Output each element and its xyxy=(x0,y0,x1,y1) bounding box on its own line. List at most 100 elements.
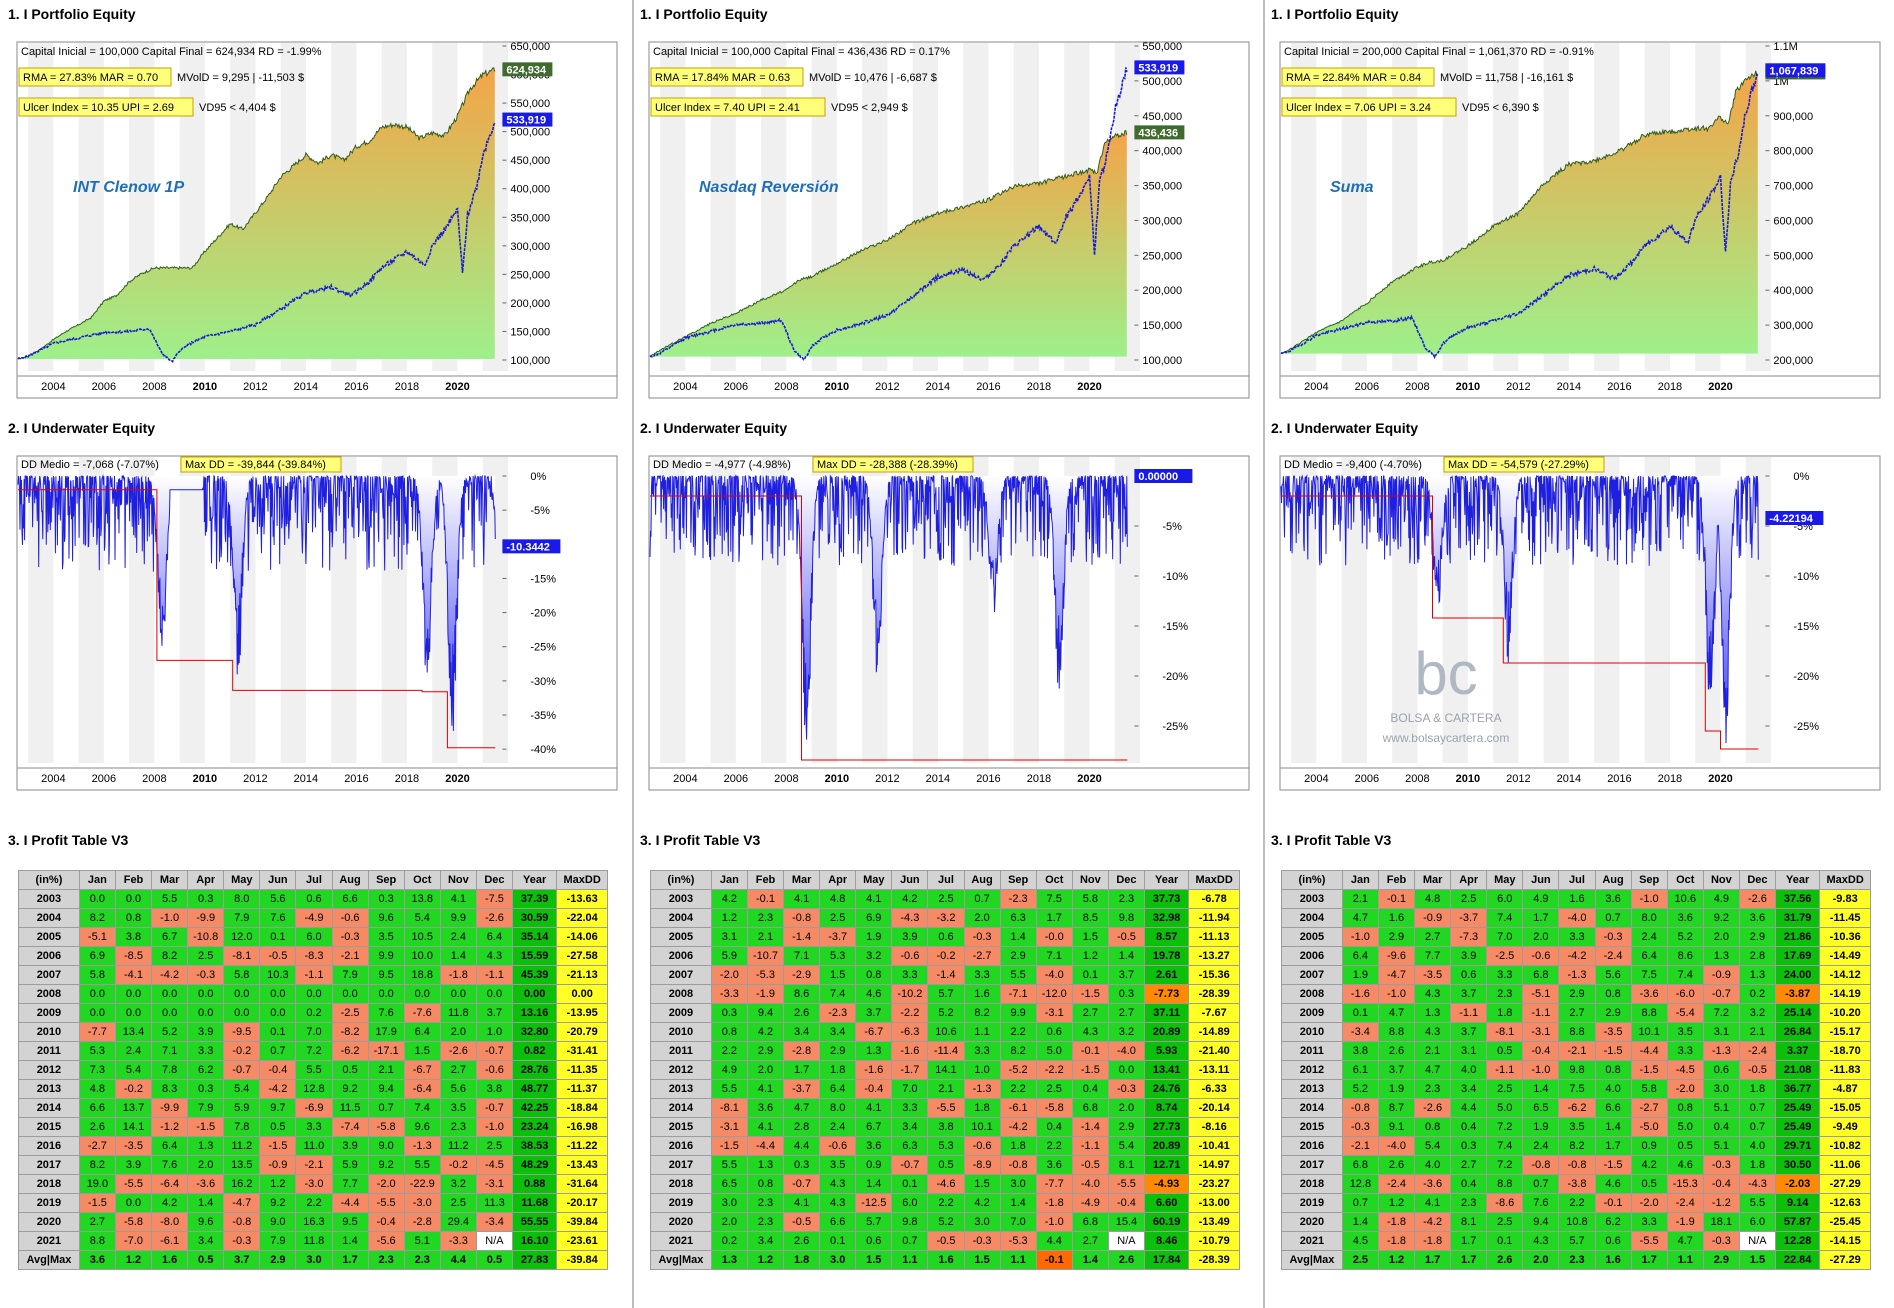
rma-box xyxy=(18,67,172,87)
month-cell: -1.5 xyxy=(1630,1060,1668,1080)
month-cell: 1.8 xyxy=(1738,1079,1776,1099)
strategy-value-tag: 624,934 xyxy=(506,64,547,76)
month-cell: 2.5 xyxy=(1486,1212,1524,1232)
month-cell: -5.5 xyxy=(1107,1174,1145,1194)
month-cell: -12.5 xyxy=(855,1193,893,1213)
month-cell: -1.5 xyxy=(78,1193,116,1213)
month-cell: -4.5 xyxy=(1666,1060,1704,1080)
month-cell: 3.6 xyxy=(1666,908,1704,928)
table-row: 2006 6.9 -8.5 8.2 2.5 -8.1 -0.5 -8.3 -2.1 9.9 10.0… xyxy=(18,946,608,966)
year-return-cell: 2.61 xyxy=(1143,965,1190,985)
year-cell: 2020 xyxy=(650,1212,712,1232)
month-cell: 2.1 xyxy=(927,1079,965,1099)
table-row: 2019 3.0 2.3 4.1 4.3 -12.5 6.0 2.2 4.2 1.4 -1.8 -4.… xyxy=(650,1193,1240,1213)
month-cell: -4.9 xyxy=(1071,1193,1109,1213)
year-cell: 2006 xyxy=(1281,946,1343,966)
month-cell: 6.6 xyxy=(819,1212,857,1232)
month-cell: -5.5 xyxy=(114,1174,153,1194)
table-row: 2012 4.9 2.0 1.7 1.8 -1.6 -1.7 14.1 1.0 -5.2 -2.2-… xyxy=(650,1060,1240,1080)
month-cell: 2.9 xyxy=(746,1041,785,1061)
year-cell: 2019 xyxy=(650,1193,712,1213)
month-cell: 5.1 xyxy=(403,1231,441,1251)
y-tick-label: 0% xyxy=(530,471,546,483)
month-cell: 3.9 xyxy=(1450,946,1488,966)
strategy-value-tag-bg xyxy=(1134,125,1185,140)
month-cell: -0.9 xyxy=(1414,908,1452,928)
max-dd-box xyxy=(1443,456,1605,473)
month-cell: 3.3 xyxy=(1558,927,1596,947)
mvold-text: MVolD = 9,295 | -11,503 $ xyxy=(177,72,304,84)
month-cell: -6.9 xyxy=(295,1098,333,1118)
month-cell: 8.1 xyxy=(1107,1155,1145,1175)
maxdd-cell: -23.61 xyxy=(556,1231,608,1251)
avg-cell: 1.2 xyxy=(1377,1250,1416,1270)
month-cell: 2.2 xyxy=(999,1079,1037,1099)
table-row: 2012 7.3 5.4 7.8 6.2 -0.7 -0.4 5.5 0.5 2.1 -6.7 2.7… xyxy=(18,1060,608,1080)
month-cell: 0.6 xyxy=(1702,1060,1740,1080)
month-cell: 9.4 xyxy=(367,1079,405,1099)
maxdd-cell: -22.04 xyxy=(556,908,608,928)
month-cell: -0.3 xyxy=(187,965,225,985)
benchmark-value-tag-bg xyxy=(1765,63,1826,78)
year-cell: 2011 xyxy=(18,1041,80,1061)
month-cell: -0.5 xyxy=(783,1212,821,1232)
avg-cell: 1.7 xyxy=(1630,1250,1668,1270)
month-cell: 0.7 xyxy=(259,1041,297,1061)
month-cell: 10.0 xyxy=(403,946,441,966)
month-cell: -0.7 xyxy=(1702,984,1740,1004)
month-cell: 6.2 xyxy=(1594,1212,1632,1232)
table-row: 2018 12.8 -2.4 -3.6 0.4 8.8 0.7 -3.8 4.6 0.5 -15.3… xyxy=(1281,1174,1871,1194)
month-cell: 4.4 xyxy=(1035,1231,1073,1251)
table-header-row: (in%) Jan Feb Mar Apr May Jun Jul Aug Sep Oct Nov De… xyxy=(18,870,608,890)
month-cell: 0.8 xyxy=(710,1022,748,1042)
month-cell: 6.4 xyxy=(403,1022,441,1042)
avg-cell: 3.7 xyxy=(223,1250,261,1270)
month-cell: 10.1 xyxy=(1630,1022,1668,1042)
underwater-area xyxy=(1281,476,1759,744)
x-tick-label: 2006 xyxy=(92,773,116,785)
month-cell: 4.2 xyxy=(1630,1155,1668,1175)
month-cell: 1.3 xyxy=(746,1155,785,1175)
month-cell: 4.1 xyxy=(855,1098,893,1118)
avg-cell: 4.4 xyxy=(439,1250,477,1270)
y-tick-label: 300,000 xyxy=(1142,215,1182,227)
month-cell: 12.8 xyxy=(1341,1174,1379,1194)
year-cell: 2009 xyxy=(18,1003,80,1023)
current-drawdown-tag-bg xyxy=(1134,469,1193,483)
vd95-text: VD95 < 4,404 $ xyxy=(199,102,276,114)
month-cell: 7.1 xyxy=(151,1041,189,1061)
x-tick-label: 2014 xyxy=(294,381,318,393)
month-cell: 5.1 xyxy=(1702,1136,1740,1156)
year-return-cell: 48.29 xyxy=(511,1155,558,1175)
month-cell: 4.1 xyxy=(1414,1193,1452,1213)
year-cell: 2021 xyxy=(650,1231,712,1251)
month-cell: 5.0 xyxy=(1035,1041,1073,1061)
month-cell: -2.1 xyxy=(1341,1136,1379,1156)
x-tick-label: 2016 xyxy=(1607,381,1631,393)
month-cell: 1.2 xyxy=(710,908,748,928)
header-cell: Year xyxy=(1774,870,1821,890)
month-cell: -3.5 xyxy=(1414,965,1452,985)
month-cell: 1.7 xyxy=(1450,1231,1488,1251)
month-cell: -4.2 xyxy=(999,1117,1037,1137)
year-return-cell: 37.11 xyxy=(1143,1003,1190,1023)
month-cell: 5.5 xyxy=(1738,1193,1776,1213)
month-cell: -6.4 xyxy=(403,1079,441,1099)
month-cell: 7.6 xyxy=(259,908,297,928)
month-cell: 0.5 xyxy=(1630,1174,1668,1194)
month-cell: -4.7 xyxy=(223,1193,261,1213)
section-title-equity: 1. I Portfolio Equity xyxy=(1271,6,1399,22)
month-cell: 0.0 xyxy=(1107,1060,1145,1080)
month-cell: 2.1 xyxy=(1341,889,1379,909)
maxdd-cell: -16.98 xyxy=(556,1117,608,1137)
table-row: 2003 0.0 0.0 5.5 0.3 8.0 5.6 0.6 6.6 0.3 13.8 4.1 -7… xyxy=(18,889,608,909)
year-return-cell: -7.73 xyxy=(1143,984,1190,1004)
month-cell: 0.0 xyxy=(151,984,189,1004)
table-row: 2004 4.7 1.6 -0.9 -3.7 7.4 1.7 -4.0 0.7 8.0 3.6 9.2… xyxy=(1281,908,1871,928)
avg-cell: 27.83 xyxy=(511,1250,558,1270)
capital-stats: Capital Inicial = 200,000 Capital Final … xyxy=(1284,46,1594,58)
month-cell: -3.4 xyxy=(1341,1022,1379,1042)
month-cell: -0.2 xyxy=(223,1041,261,1061)
month-cell: 7.9 xyxy=(259,1231,297,1251)
header-cell: (in%) xyxy=(18,870,80,890)
